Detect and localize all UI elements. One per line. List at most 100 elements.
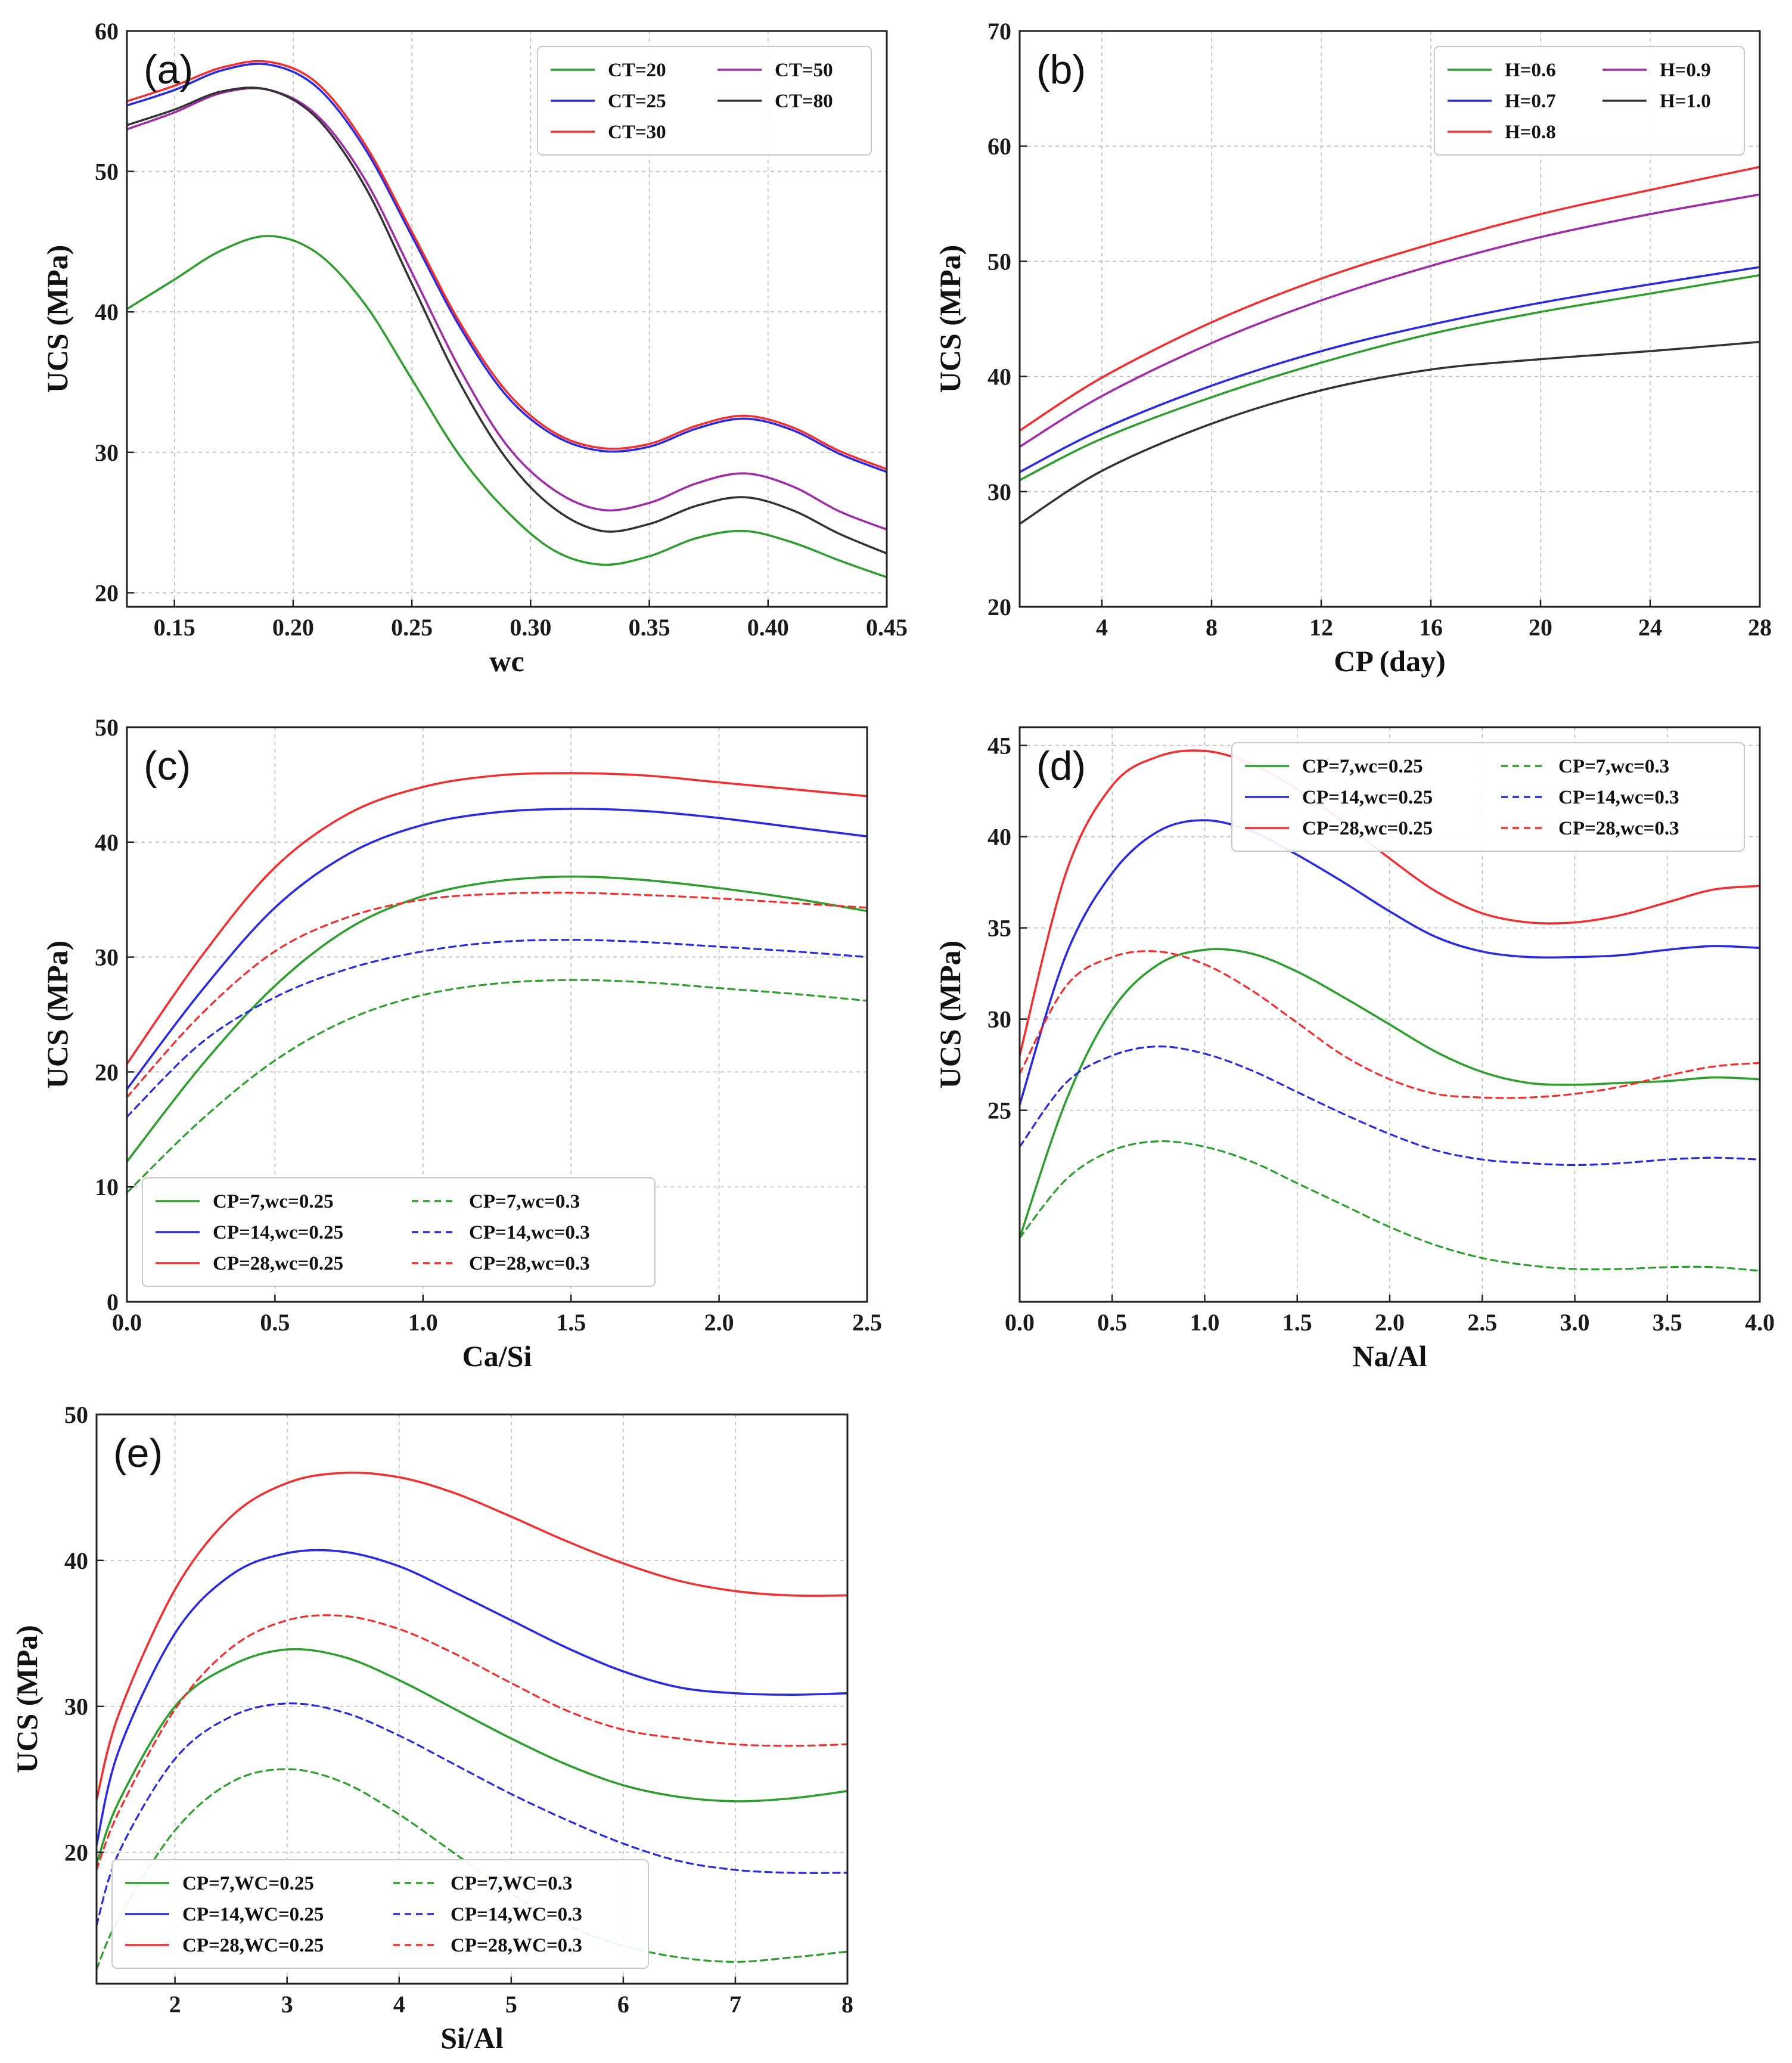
panel-label: (c)	[144, 743, 191, 789]
series-line-h-0-8	[1020, 166, 1760, 432]
legend-item: CP=28,wc=0.3	[412, 1253, 590, 1274]
legend-label: CP=14,wc=0.25	[1302, 787, 1433, 808]
x-tick-label: 0.20	[272, 614, 314, 641]
y-axis-label: UCS (MPa)	[933, 245, 967, 393]
legend-item: CP=28,wc=0.25	[156, 1253, 343, 1274]
legend-box	[1231, 742, 1745, 852]
y-tick-label: 40	[987, 824, 1011, 851]
legend-item: H=0.6	[1448, 60, 1556, 81]
panel-label: (d)	[1036, 743, 1086, 789]
panel-label: (b)	[1036, 47, 1086, 92]
legend: CP=7,wc=0.25 CP=14,wc=0.25 CP=28,wc=0.25 CP…	[1231, 742, 1745, 852]
legend-item: CP=7,wc=0.25	[1245, 756, 1423, 777]
y-tick-label: 30	[95, 944, 119, 971]
x-axis-label: CP (day)	[1334, 644, 1446, 678]
x-tick-label: 0.25	[391, 614, 433, 641]
series-line-cp-28-wc-0-25	[127, 772, 867, 1065]
x-tick-label: 3	[281, 1991, 293, 2018]
y-tick-label: 60	[95, 18, 119, 45]
legend-label: CT=20	[608, 60, 666, 81]
y-tick-label: 20	[987, 594, 1011, 621]
x-tick-label: 0.0	[1005, 1309, 1035, 1336]
legend-label: CP=7,wc=0.3	[1558, 756, 1669, 777]
series-line-cp-28-wc-0-3	[1020, 950, 1760, 1099]
x-tick-label: 24	[1638, 614, 1662, 641]
legend-label: CP=14,WC=0.3	[451, 1904, 582, 1925]
x-tick-label: 7	[729, 1991, 741, 2018]
legend-item: CP=14,wc=0.3	[1501, 787, 1679, 808]
legend-box	[142, 1177, 656, 1287]
y-tick-label: 50	[64, 1401, 88, 1428]
y-tick-label: 40	[64, 1547, 88, 1574]
panel-d: 0.0 0.5 1.0 1.5 2.0 2.5 3.0 3.5 4.0 25 30 35 40 45 Na/…	[933, 726, 1775, 1373]
legend-label: CT=30	[608, 122, 666, 143]
x-tick-label: 3.5	[1653, 1309, 1682, 1336]
panel-b: 4 8 12 16 20 24 28 20 30 40 50 60 70 CP (day) UCS (MPa…	[933, 18, 1772, 678]
legend-label: H=0.9	[1660, 60, 1711, 81]
series-group	[1020, 166, 1760, 525]
series-group	[127, 772, 867, 1194]
legend-label: CT=80	[775, 91, 833, 112]
legend-item: H=0.9	[1602, 60, 1711, 81]
x-tick-label: 12	[1309, 614, 1333, 641]
legend-item: CT=50	[718, 60, 833, 81]
legend-label: CP=7,WC=0.25	[182, 1873, 314, 1894]
y-tick-label: 30	[987, 1006, 1011, 1033]
legend-label: CP=28,WC=0.25	[182, 1935, 324, 1956]
legend-item: CP=7,wc=0.25	[156, 1191, 334, 1212]
x-tick-label: 0.40	[747, 614, 789, 641]
legend-item: CP=14,WC=0.25	[125, 1904, 324, 1925]
series-group	[127, 60, 887, 579]
x-tick-label: 0.45	[866, 614, 908, 641]
legend-item: CP=28,wc=0.25	[1245, 818, 1433, 839]
series-line-cp-7-wc-0-25	[97, 1648, 847, 1865]
legend-item: CT=25	[551, 91, 666, 112]
legend-label: CT=25	[608, 91, 666, 112]
series-line-ct-25	[127, 63, 887, 473]
x-tick-label: 0.30	[510, 614, 551, 641]
series-line-cp-14-wc-0-25	[97, 1549, 847, 1847]
legend-label: CP=14,wc=0.25	[213, 1222, 343, 1243]
x-tick-label: 1.0	[408, 1309, 438, 1336]
y-tick-label: 30	[64, 1693, 88, 1720]
legend-label: CP=14,wc=0.3	[469, 1222, 590, 1243]
legend-box	[537, 46, 872, 156]
legend-item: CP=28,WC=0.3	[393, 1935, 582, 1956]
legend-label: CT=50	[775, 60, 833, 81]
legend-label: CP=7,wc=0.3	[469, 1191, 580, 1212]
panel-label: (a)	[144, 47, 193, 92]
panel-a: 0.15 0.20 0.25 0.30 0.35 0.40 0.45 20 30 40 50 60 wc…	[41, 18, 908, 678]
series-line-cp-14-wc-0-3	[127, 939, 867, 1118]
legend-item: CT=80	[718, 91, 833, 112]
legend-label: CP=28,wc=0.25	[213, 1253, 343, 1274]
x-tick-label: 0.5	[260, 1309, 290, 1336]
x-tick-label: 20	[1529, 614, 1552, 641]
series-line-cp-28-wc-0-25	[97, 1471, 847, 1801]
legend-label: CP=14,WC=0.25	[182, 1904, 324, 1925]
legend-label: H=1.0	[1660, 91, 1711, 112]
plot-frame	[95, 1413, 849, 1985]
y-axis-label: UCS (MPa)	[933, 941, 967, 1089]
plot-frame	[126, 726, 868, 1303]
legend-label: CP=28,wc=0.25	[1302, 818, 1433, 839]
x-tick-label: 4.0	[1745, 1309, 1775, 1336]
legend: H=0.6 H=0.7 H=0.8 H=0.9 H=1.0	[1434, 46, 1745, 156]
x-tick-label: 3.0	[1560, 1309, 1590, 1336]
y-tick-label: 20	[64, 1839, 88, 1866]
y-axis-label: UCS (MPa)	[10, 1625, 44, 1773]
x-tick-label: 0.0	[112, 1309, 142, 1336]
legend: CT=20 CT=25 CT=30 CT=50 CT=80	[537, 46, 872, 156]
series-line-h-0-7	[1020, 266, 1760, 473]
series-line-cp-28-wc-0-3	[127, 891, 867, 1099]
legend-item: CP=28,wc=0.3	[1501, 818, 1679, 839]
series-line-h-1-0	[1020, 340, 1760, 525]
y-tick-label: 50	[987, 248, 1011, 275]
legend-box	[1434, 46, 1745, 156]
panel-label: (e)	[113, 1431, 163, 1476]
legend-label: CP=7,wc=0.25	[1302, 756, 1423, 777]
legend-label: CP=7,wc=0.25	[213, 1191, 334, 1212]
legend-item: H=1.0	[1602, 91, 1711, 112]
y-axis-label: UCS (MPa)	[41, 941, 74, 1089]
series-line-ct-30	[127, 60, 887, 470]
y-tick-label: 0	[107, 1289, 119, 1316]
